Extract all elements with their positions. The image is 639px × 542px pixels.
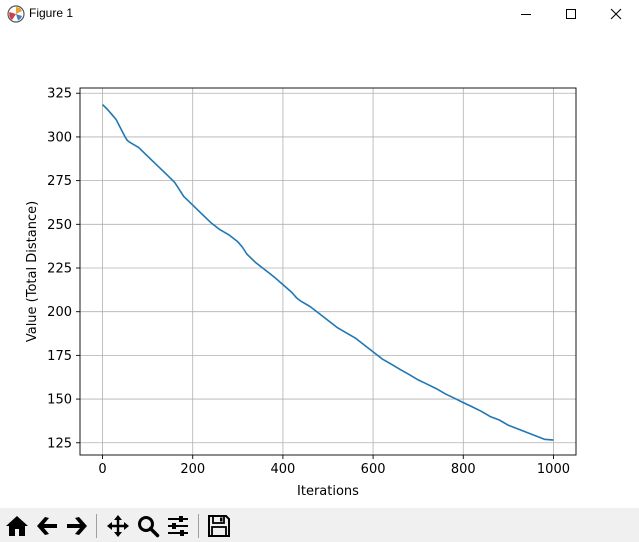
axes-frame xyxy=(79,87,577,456)
y-tick-label: 175 xyxy=(47,349,72,364)
y-tick-label: 150 xyxy=(47,393,72,408)
series-line xyxy=(101,104,554,441)
matplotlib-app-icon xyxy=(7,5,25,23)
y-tick-label: 125 xyxy=(47,436,72,451)
y-tick-label: 275 xyxy=(47,174,72,189)
home-icon xyxy=(6,516,28,536)
y-tick-label: 200 xyxy=(47,305,72,320)
zoom-button[interactable] xyxy=(134,512,162,540)
sliders-icon xyxy=(168,516,188,536)
arrow-right-icon xyxy=(67,517,87,535)
toolbar-separator xyxy=(198,514,199,538)
navigation-toolbar xyxy=(0,508,639,542)
y-axis-label: Value (Total Distance) xyxy=(25,201,40,342)
home-button[interactable] xyxy=(3,512,31,540)
x-tick-label: 0 xyxy=(98,462,106,477)
move-icon xyxy=(107,515,129,537)
x-tick-label: 200 xyxy=(180,462,205,477)
close-button[interactable] xyxy=(593,0,639,28)
y-tick-label: 325 xyxy=(47,87,72,102)
figure-canvas[interactable]: 0 200 400 600 800 1000 125 150 175 200 225 250 275 30… xyxy=(0,28,639,508)
axes-background xyxy=(80,88,576,455)
line-chart: 0 200 400 600 800 1000 125 150 175 200 225 250 275 30… xyxy=(25,87,577,499)
y-tick-label: 225 xyxy=(47,262,72,277)
toolbar-separator xyxy=(96,514,97,538)
x-tick-label: 1000 xyxy=(537,462,570,477)
minimize-icon xyxy=(521,14,531,15)
floppy-disk-icon xyxy=(208,515,230,537)
arrow-left-icon xyxy=(37,517,57,535)
x-tick-label: 800 xyxy=(451,462,476,477)
title-bar: Figure 1 xyxy=(0,0,639,28)
save-button[interactable] xyxy=(205,512,233,540)
x-axis-label: Iterations xyxy=(297,484,359,499)
close-icon xyxy=(610,8,622,20)
x-tick-label: 400 xyxy=(270,462,295,477)
configure-subplots-button[interactable] xyxy=(164,512,192,540)
forward-button[interactable] xyxy=(63,512,91,540)
maximize-icon xyxy=(566,9,576,19)
y-tick-label: 250 xyxy=(47,218,72,233)
minimize-button[interactable] xyxy=(503,0,549,28)
back-button[interactable] xyxy=(33,512,61,540)
x-tick-label: 600 xyxy=(361,462,386,477)
magnifier-icon xyxy=(138,516,160,538)
window-title: Figure 1 xyxy=(29,6,74,20)
maximize-button[interactable] xyxy=(548,0,594,28)
pan-button[interactable] xyxy=(104,512,132,540)
y-tick-label: 300 xyxy=(47,130,72,145)
